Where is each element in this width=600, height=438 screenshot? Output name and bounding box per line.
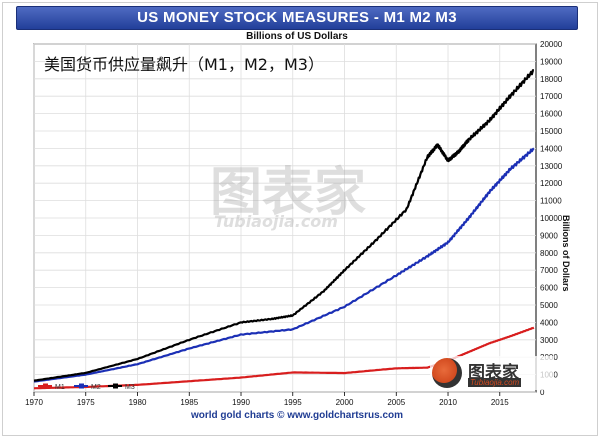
x-tick-label: 1990: [232, 398, 250, 407]
y-tick-label: 13000: [540, 162, 563, 171]
y-tick-label: 9000: [540, 231, 558, 240]
series-line-m3: [33, 69, 535, 382]
watermark-badge-text: 图表家: [468, 363, 519, 382]
chart-subtitle: Billions of US Dollars: [246, 31, 348, 42]
grid: [33, 43, 536, 393]
x-tick-label: 2000: [336, 398, 354, 407]
y-axis-label: Billions of Dollars: [561, 215, 571, 292]
x-tick-label: 2010: [439, 398, 457, 407]
y-tick-label: 6000: [540, 284, 558, 293]
y-tick-label: 17000: [540, 92, 563, 101]
legend-marker-m1: [43, 383, 48, 389]
y-tick-label: 10000: [540, 214, 563, 223]
y-tick-label: 19000: [540, 57, 563, 66]
watermark-badge-sub: Tubiaojia.com: [468, 378, 522, 387]
y-tick-label: 18000: [540, 75, 563, 84]
legend-marker-m2: [79, 383, 84, 389]
legend: M1 M2 M3: [38, 383, 135, 391]
chart-title: US MONEY STOCK MEASURES - M1 M2 M3: [16, 6, 578, 30]
y-tick-label: 20000: [540, 40, 563, 49]
legend-label-m2: M2: [91, 384, 101, 391]
y-tick-label: 16000: [540, 110, 563, 119]
y-tick-label: 11000: [540, 197, 562, 206]
x-tick-label: 1985: [180, 398, 198, 407]
x-tick-label: 2015: [491, 398, 509, 407]
x-tick-label: 2005: [387, 398, 405, 407]
series-line-m2: [33, 147, 535, 383]
y-tick-label: 15000: [540, 127, 563, 136]
legend-marker-m3: [113, 383, 118, 389]
y-tick-label: 5000: [540, 301, 558, 310]
legend-label-m1: M1: [55, 384, 65, 391]
y-tick-label: 3000: [540, 336, 558, 345]
x-tick-label: 1975: [77, 398, 95, 407]
x-tick-label: 1980: [129, 398, 147, 407]
series-line-m1: [33, 326, 535, 390]
watermark-badge: 图表家 Tubiaojia.com: [430, 356, 554, 390]
y-tick-label: 12000: [540, 179, 563, 188]
y-tick-label: 4000: [540, 318, 558, 327]
x-tick-label: 1970: [25, 398, 43, 407]
chart-footer: world gold charts © www.goldchartsrus.co…: [190, 410, 404, 421]
legend-label-m3: M3: [125, 384, 135, 391]
overlay-title: 美国货币供应量飙升（M1，M2，M3）: [44, 55, 324, 74]
series-lines: [33, 69, 535, 390]
y-tick-label: 7000: [540, 266, 558, 275]
y-tick-label: 14000: [540, 144, 563, 153]
x-tick-label: 1995: [284, 398, 302, 407]
watermark-logo-icon: [432, 358, 462, 388]
y-tick-label: 0: [540, 388, 545, 397]
y-tick-label: 8000: [540, 249, 558, 258]
